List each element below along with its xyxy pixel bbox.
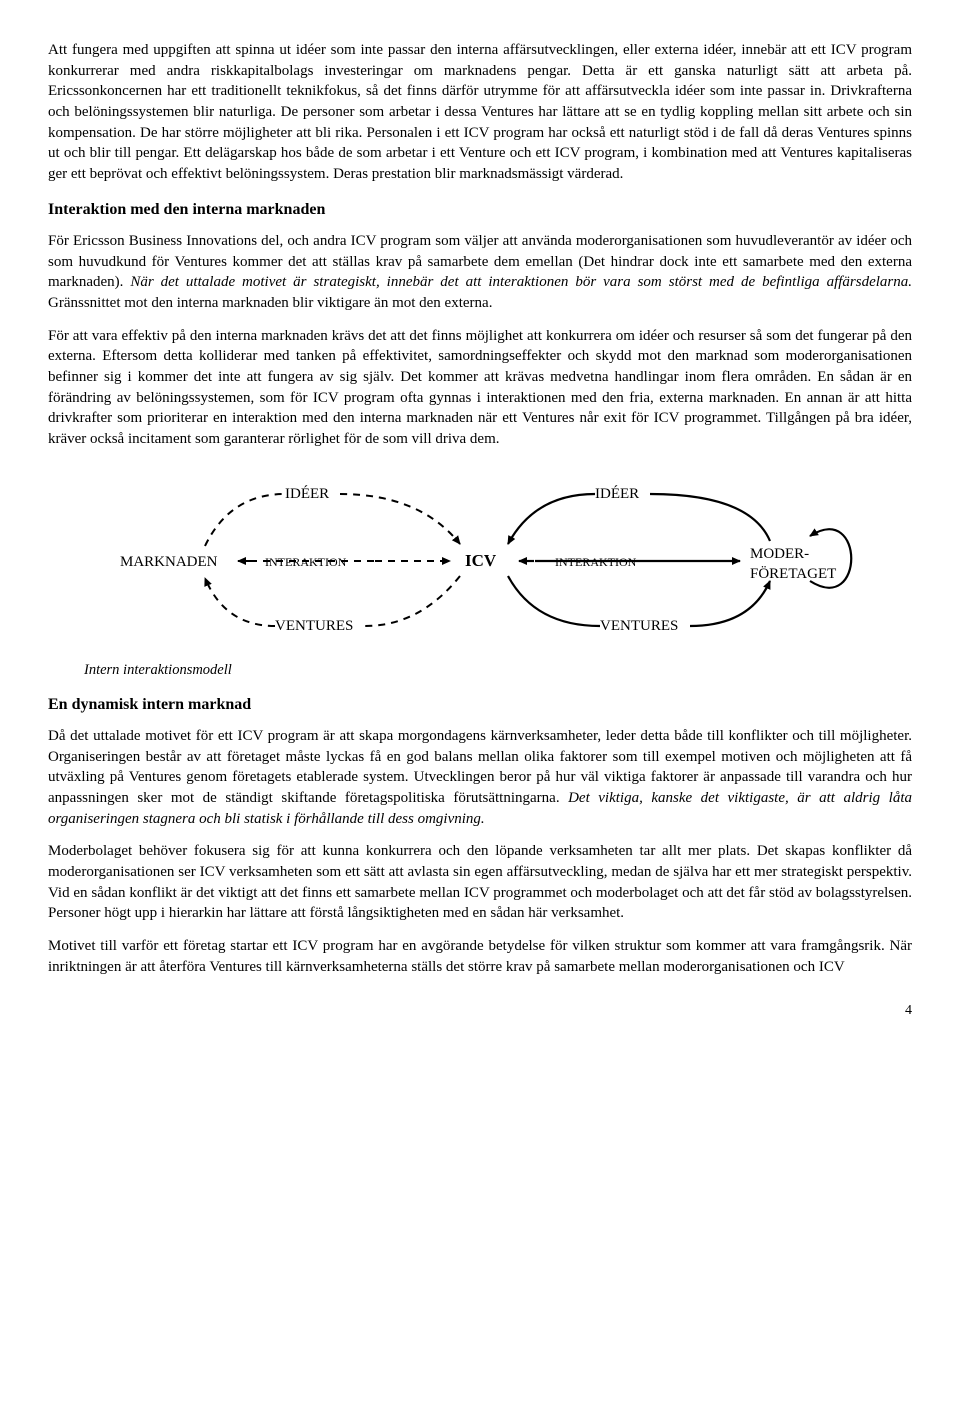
interaction-diagram: IDÉER IDÉER MARKNADEN INTERAKTION ICV IN… (90, 466, 870, 656)
label-ventures-left: VENTURES (275, 616, 353, 637)
label-interaktion-right: INTERAKTION (555, 554, 636, 571)
paragraph-4: Då det uttalade motivet för ett ICV prog… (48, 726, 912, 829)
label-marknaden: MARKNADEN (120, 552, 218, 573)
paragraph-5: Moderbolaget behöver fokusera sig för at… (48, 841, 912, 924)
paragraph-1: Att fungera med uppgiften att spinna ut … (48, 40, 912, 185)
para2b-italic: När det uttalade motivet är strategiskt,… (130, 274, 912, 290)
paragraph-2: För Ericsson Business Innovations del, o… (48, 231, 912, 314)
label-interaktion-left: INTERAKTION (265, 554, 346, 571)
heading-dynamisk: En dynamisk intern marknad (48, 694, 912, 716)
label-moder: MODER- FÖRETAGET (750, 544, 836, 585)
page-number: 4 (48, 1001, 912, 1020)
label-ideer-right: IDÉER (595, 484, 639, 505)
para2c-text: Gränssnittet mot den interna marknaden b… (48, 295, 492, 311)
diagram-caption: Intern interaktionsmodell (84, 660, 912, 680)
heading-interaktion: Interaktion med den interna marknaden (48, 199, 912, 221)
label-icv: ICV (465, 549, 496, 572)
label-ventures-right: VENTURES (600, 616, 678, 637)
paragraph-3: För att vara effektiv på den interna mar… (48, 326, 912, 450)
label-ideer-left: IDÉER (285, 484, 329, 505)
paragraph-6: Motivet till varför ett företag startar … (48, 936, 912, 977)
